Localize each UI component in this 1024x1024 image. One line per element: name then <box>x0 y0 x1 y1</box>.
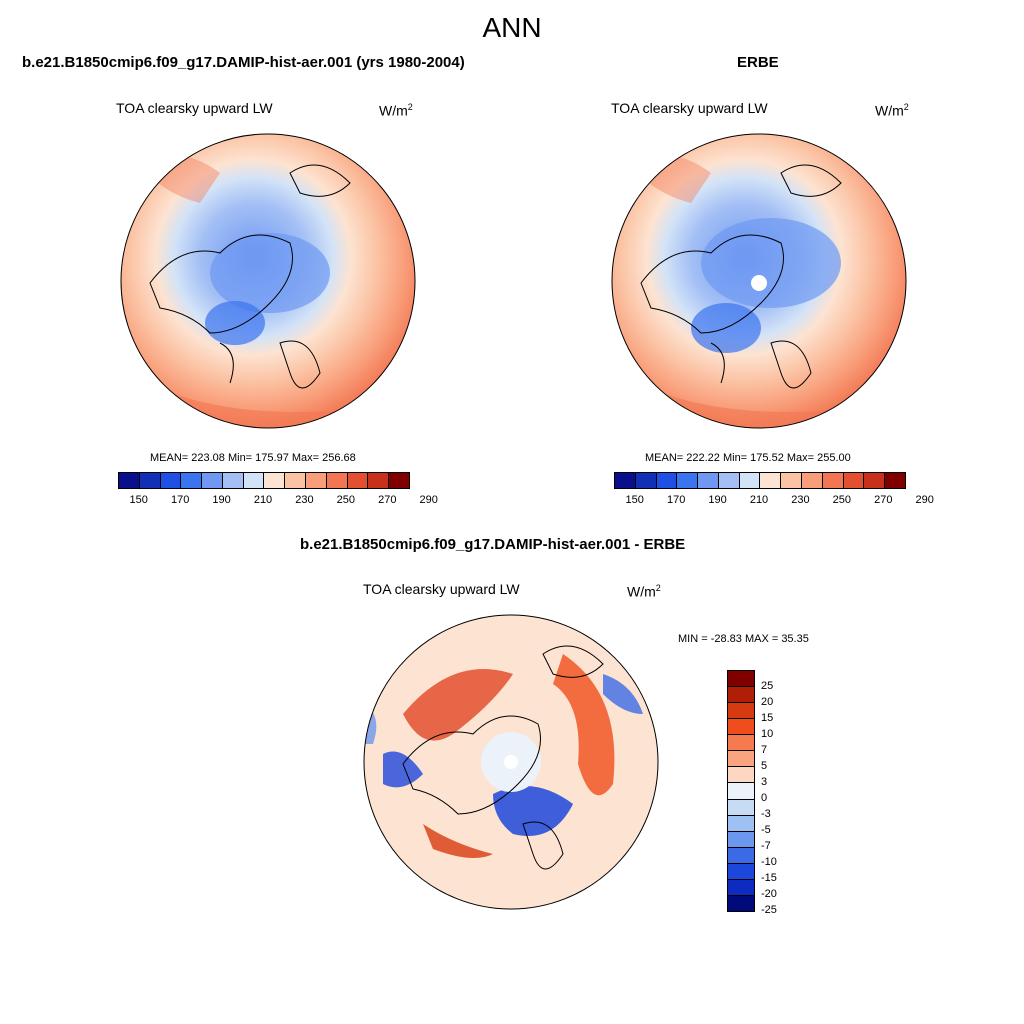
colorbar-swatch <box>326 473 348 488</box>
colorbar-swatch <box>864 473 886 488</box>
panel-2-units: W/m2 <box>875 102 909 119</box>
panel-3-units: W/m2 <box>627 583 661 600</box>
colorbar-tick-label: -10 <box>761 856 777 868</box>
colorbar-tick-label: 270 <box>874 494 893 506</box>
panel-2-variable: TOA clearsky upward LW <box>611 100 768 116</box>
panel-2-polar-map <box>611 133 907 429</box>
colorbar-swatch <box>202 473 223 488</box>
colorbar-tick-label: 270 <box>378 494 397 506</box>
colorbar-swatch <box>243 473 265 488</box>
panel-2-stats: MEAN= 222.22 Min= 175.52 Max= 255.00 <box>645 452 851 464</box>
colorbar-swatch <box>222 473 244 488</box>
colorbar-tick-label: 20 <box>761 696 774 708</box>
colorbar-tick-label: 290 <box>915 494 934 506</box>
panel-3-colorbar <box>727 670 755 912</box>
colorbar-tick-label: 290 <box>419 494 438 506</box>
colorbar-tick-label: 5 <box>761 760 768 772</box>
colorbar-tick-label: 150 <box>129 494 148 506</box>
colorbar-swatch <box>264 473 286 488</box>
colorbar-swatch <box>728 879 754 896</box>
panel-2-colorbar <box>614 472 906 489</box>
panel-1-units: W/m2 <box>379 102 413 119</box>
colorbar-swatch <box>843 473 865 488</box>
colorbar-tick-label: 0 <box>761 792 768 804</box>
colorbar-tick-label: 7 <box>761 744 768 756</box>
colorbar-swatch <box>285 473 307 488</box>
colorbar-swatch <box>698 473 719 488</box>
panel-1-title: b.e21.B1850cmip6.f09_g17.DAMIP-hist-aer.… <box>22 54 465 71</box>
colorbar-swatch <box>802 473 823 488</box>
colorbar-swatch <box>181 473 203 488</box>
colorbar-tick-label: -7 <box>761 840 771 852</box>
colorbar-swatch <box>368 473 390 488</box>
colorbar-swatch <box>728 815 754 832</box>
colorbar-swatch <box>728 687 754 704</box>
colorbar-swatch <box>728 783 754 800</box>
colorbar-swatch <box>160 473 182 488</box>
colorbar-tick-label: 250 <box>336 494 356 506</box>
colorbar-tick-label: -15 <box>761 872 777 884</box>
colorbar-swatch <box>781 473 803 488</box>
colorbar-tick-label: 210 <box>749 494 769 506</box>
colorbar-tick-label: 170 <box>170 494 190 506</box>
colorbar-swatch <box>728 751 754 768</box>
colorbar-tick-label: -3 <box>761 808 771 820</box>
colorbar-swatch <box>347 473 369 488</box>
panel-3-title: b.e21.B1850cmip6.f09_g17.DAMIP-hist-aer.… <box>300 536 686 553</box>
colorbar-tick-label: 190 <box>708 494 727 506</box>
colorbar-tick-label: 15 <box>761 712 774 724</box>
colorbar-tick-label: 230 <box>791 494 810 506</box>
colorbar-tick-label: -25 <box>761 904 777 916</box>
figure-title: ANN <box>482 12 542 43</box>
colorbar-swatch <box>677 473 699 488</box>
colorbar-swatch <box>728 831 754 848</box>
colorbar-swatch <box>728 863 754 880</box>
colorbar-swatch <box>728 735 754 752</box>
colorbar-tick-label: 190 <box>212 494 231 506</box>
panel-3-stats: MIN = -28.83 MAX = 35.35 <box>678 633 809 645</box>
colorbar-tick-label: 170 <box>666 494 686 506</box>
colorbar-swatch <box>718 473 740 488</box>
colorbar-swatch <box>728 767 754 784</box>
colorbar-swatch <box>728 703 754 720</box>
colorbar-tick-label: 3 <box>761 776 768 788</box>
colorbar-swatch <box>728 895 754 911</box>
colorbar-swatch <box>119 473 140 488</box>
colorbar-swatch <box>139 473 161 488</box>
colorbar-tick-label: 25 <box>761 680 774 692</box>
colorbar-swatch <box>739 473 761 488</box>
panel-1-polar-map <box>120 133 416 429</box>
panel-1-colorbar <box>118 472 410 489</box>
colorbar-swatch <box>885 473 905 488</box>
colorbar-tick-label: 230 <box>295 494 314 506</box>
panel-3-variable: TOA clearsky upward LW <box>363 581 520 597</box>
colorbar-tick-label: -20 <box>761 888 777 900</box>
colorbar-swatch <box>728 799 754 816</box>
panel-1-stats: MEAN= 223.08 Min= 175.97 Max= 256.68 <box>150 452 356 464</box>
colorbar-swatch <box>728 719 754 736</box>
colorbar-swatch <box>635 473 657 488</box>
colorbar-swatch <box>389 473 409 488</box>
colorbar-swatch <box>728 847 754 864</box>
panel-3-polar-map <box>363 614 659 910</box>
colorbar-tick-label: 210 <box>253 494 273 506</box>
colorbar-swatch <box>306 473 327 488</box>
colorbar-tick-label: 10 <box>761 728 774 740</box>
colorbar-swatch <box>822 473 844 488</box>
colorbar-tick-label: -5 <box>761 824 771 836</box>
panel-1-variable: TOA clearsky upward LW <box>116 100 273 116</box>
colorbar-tick-label: 250 <box>832 494 852 506</box>
colorbar-swatch <box>760 473 782 488</box>
colorbar-swatch <box>728 671 754 688</box>
colorbar-swatch <box>615 473 636 488</box>
colorbar-tick-label: 150 <box>625 494 644 506</box>
colorbar-swatch <box>656 473 678 488</box>
panel-2-title: ERBE <box>737 54 779 71</box>
